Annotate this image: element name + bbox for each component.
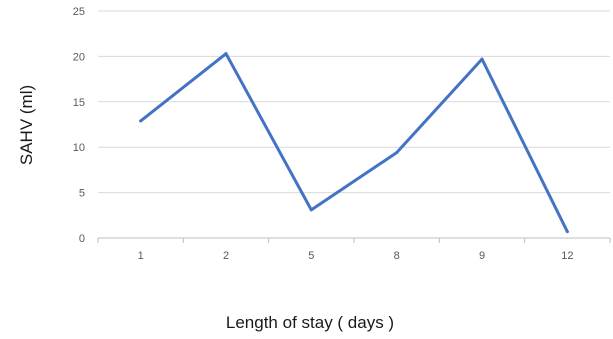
x-tick-label: 5 — [308, 250, 314, 262]
x-tick-label: 1 — [138, 250, 144, 262]
y-axis: 0 5 10 15 20 25 — [73, 6, 85, 245]
data-point — [565, 230, 569, 234]
y-tick-label: 5 — [79, 188, 85, 200]
y-tick-label: 15 — [73, 97, 85, 109]
data-point — [480, 57, 484, 61]
x-axis — [97, 237, 611, 243]
y-tick-label: 20 — [73, 51, 85, 63]
series-group — [139, 52, 569, 234]
x-axis-title: Length of stay ( days ) — [226, 313, 394, 332]
x-tick-label: 2 — [223, 250, 229, 262]
data-point — [139, 119, 143, 123]
y-tick-label: 0 — [79, 233, 85, 245]
x-tick-label: 8 — [394, 250, 400, 262]
y-axis-title: SAHV (ml) — [17, 85, 36, 165]
x-tick-label: 12 — [561, 250, 573, 262]
x-tick-label: 9 — [479, 250, 485, 262]
data-point — [395, 151, 399, 155]
data-point — [309, 208, 313, 212]
data-point — [224, 52, 228, 56]
y-tick-label: 25 — [73, 6, 85, 18]
y-tick-label: 10 — [73, 142, 85, 154]
series-line — [139, 52, 569, 234]
x-tick-labels: 1 2 5 8 9 12 — [138, 250, 574, 262]
